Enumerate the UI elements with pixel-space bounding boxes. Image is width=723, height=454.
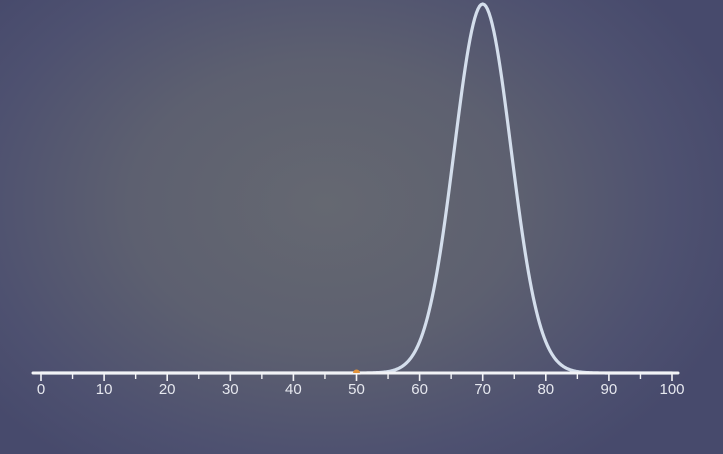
x-tick-label: 80 xyxy=(537,381,554,398)
x-tick-label: 50 xyxy=(348,381,365,398)
normal-curve-series xyxy=(39,2,674,375)
x-tick-label: 0 xyxy=(37,381,45,398)
x-tick-label: 10 xyxy=(96,381,113,398)
x-tick-label: 20 xyxy=(159,381,176,398)
x-axis-tick-labels: 0 10 20 30 40 50 60 70 80 90 100 xyxy=(37,381,685,398)
x-tick-label: 60 xyxy=(411,381,428,398)
x-tick-label: 90 xyxy=(601,381,618,398)
x-tick-label: 70 xyxy=(474,381,491,398)
x-tick-label: 100 xyxy=(659,381,684,398)
x-tick-label: 30 xyxy=(222,381,239,398)
axis-marker xyxy=(353,369,360,373)
curve-layer xyxy=(39,2,674,375)
x-axis-ticks xyxy=(40,373,673,381)
x-tick-label: 40 xyxy=(285,381,302,398)
marker-layer xyxy=(353,369,360,373)
